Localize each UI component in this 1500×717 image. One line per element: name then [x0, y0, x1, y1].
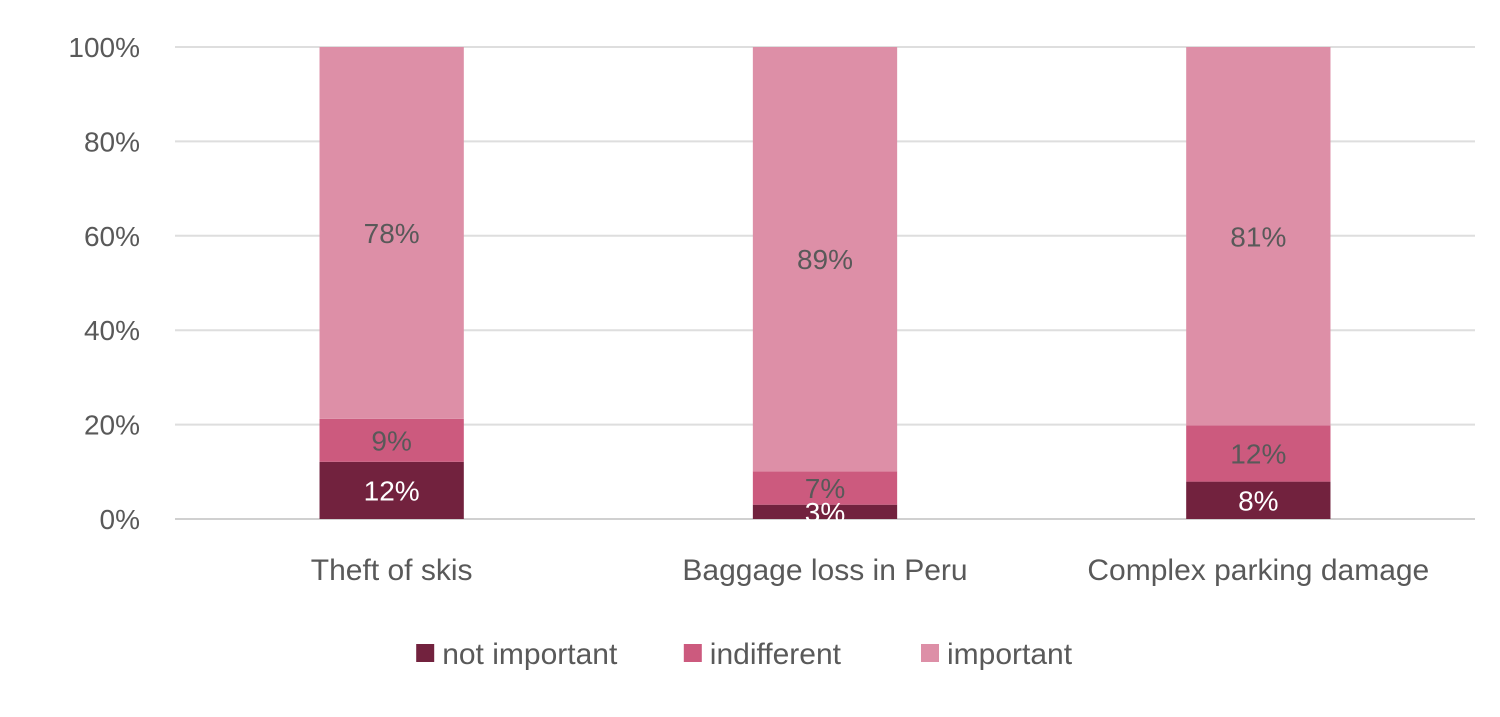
data-label: 7%: [805, 473, 845, 504]
legend-swatch: [921, 644, 939, 662]
bar-segment: [319, 47, 464, 419]
bar-segment: [752, 47, 898, 472]
legend: not important indifferent important: [416, 638, 1073, 671]
data-labels: 12% 9% 78% 3%7% 89% 8% 12% 81%: [364, 218, 1287, 528]
legend-swatch: [416, 644, 435, 662]
y-tick-label: 40%: [84, 315, 140, 346]
category-label: Theft of skis: [311, 554, 473, 587]
bar-segment: [1186, 481, 1331, 519]
data-label: 89%: [797, 244, 853, 275]
bar-segment: [319, 418, 464, 462]
y-tick-label: 0%: [100, 504, 140, 535]
legend-label: not important: [442, 638, 618, 671]
data-label: 8%: [1238, 485, 1278, 516]
y-tick-label: 60%: [84, 221, 140, 252]
bar-segment: [752, 504, 898, 519]
legend-label: important: [947, 638, 1073, 671]
y-tick-label: 20%: [84, 410, 140, 441]
category-label: Complex parking damage: [1087, 554, 1429, 587]
data-label: 9%: [371, 425, 411, 456]
y-tick-label: 80%: [84, 126, 140, 157]
x-axis: Theft of skis Baggage loss in Peru Complex…: [311, 554, 1429, 587]
y-axis: 0% 20% 40% 60% 80% 100%: [68, 32, 140, 535]
category-label: Baggage loss in Peru: [682, 554, 967, 587]
bars: [319, 47, 1331, 519]
data-label: 78%: [364, 218, 420, 249]
bar-segment: [1186, 425, 1331, 482]
bar-segment: [1186, 47, 1331, 426]
data-label: 12%: [1230, 439, 1286, 470]
legend-swatch: [683, 644, 702, 662]
y-tick-label: 100%: [68, 32, 140, 63]
bar-segment: [319, 461, 464, 519]
data-label: 12%: [364, 475, 420, 506]
data-label: 81%: [1230, 221, 1286, 252]
data-label: 3%: [805, 497, 845, 528]
bar-segment: [752, 471, 898, 505]
legend-label: indifferent: [710, 638, 842, 671]
